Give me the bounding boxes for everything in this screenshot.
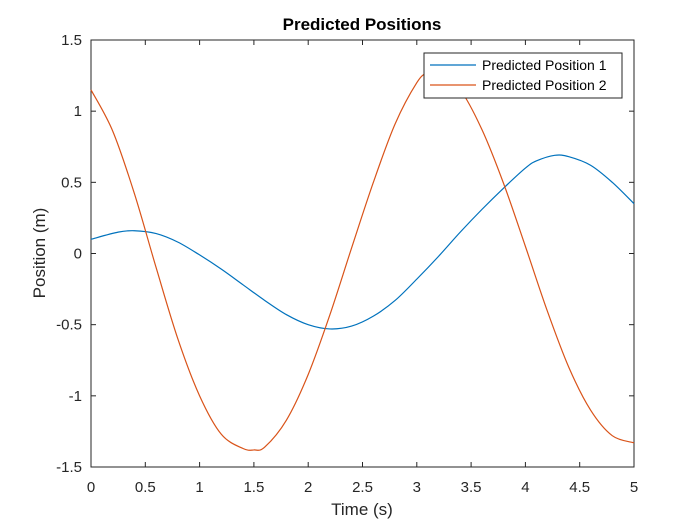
plot-area xyxy=(90,39,635,468)
x-tick-label: 0 xyxy=(87,479,95,496)
x-tick-label: 3.5 xyxy=(461,479,482,496)
x-tick-label: 1 xyxy=(195,479,203,496)
legend-label-2: Predicted Position 2 xyxy=(482,77,607,93)
y-tick-label: 1.5 xyxy=(61,32,82,49)
y-tick-label: -1 xyxy=(69,388,82,405)
x-axis-label: Time (s) xyxy=(331,500,393,519)
x-tick-label: 2 xyxy=(304,479,312,496)
series-line-1 xyxy=(90,154,635,330)
x-tick-label: 4 xyxy=(521,479,529,496)
legend: Predicted Position 1 Predicted Position 2 xyxy=(423,52,623,99)
y-tick-label: -1.5 xyxy=(56,459,82,476)
x-tick-label: 1.5 xyxy=(243,479,264,496)
series-line-2 xyxy=(90,70,635,451)
y-axis-ticks: -1.5 -1 -0.5 0 0.5 1 1.5 xyxy=(56,32,634,476)
series-group xyxy=(90,70,635,451)
x-tick-label: 2.5 xyxy=(352,479,373,496)
x-tick-label: 5 xyxy=(630,479,638,496)
chart-title: Predicted Positions xyxy=(283,15,442,34)
x-tick-label: 3 xyxy=(413,479,421,496)
x-tick-label: 4.5 xyxy=(569,479,590,496)
x-axis-ticks: 0 0.5 1 1.5 2 2.5 3 3.5 4 4.5 5 xyxy=(87,40,638,496)
y-tick-label: 1 xyxy=(74,103,82,120)
y-tick-label: -0.5 xyxy=(56,317,82,334)
legend-label-1: Predicted Position 1 xyxy=(482,57,607,73)
y-tick-label: 0.5 xyxy=(61,174,82,191)
axes-box xyxy=(90,39,635,468)
x-tick-label: 0.5 xyxy=(135,479,156,496)
y-axis-label: Position (m) xyxy=(30,208,49,299)
legend-box xyxy=(423,52,623,99)
y-tick-label: 0 xyxy=(74,246,82,263)
